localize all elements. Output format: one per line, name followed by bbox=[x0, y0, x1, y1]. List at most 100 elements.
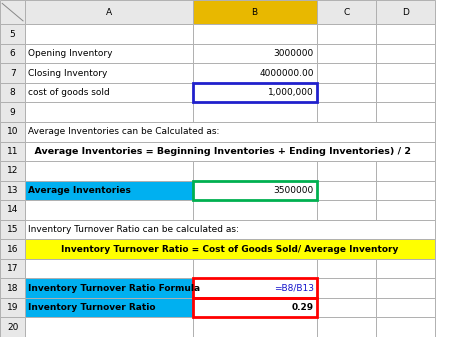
Bar bbox=[376, 278, 435, 298]
Bar bbox=[25, 181, 192, 200]
Text: Average Inventories can be Calculated as:: Average Inventories can be Calculated as… bbox=[28, 127, 219, 136]
Bar bbox=[376, 24, 435, 44]
Bar bbox=[317, 181, 376, 200]
Bar bbox=[25, 161, 192, 181]
Bar bbox=[317, 200, 376, 220]
Text: 5: 5 bbox=[10, 30, 16, 38]
Bar bbox=[192, 181, 317, 200]
Bar bbox=[192, 278, 317, 298]
Text: 6: 6 bbox=[10, 49, 16, 58]
Bar bbox=[376, 259, 435, 278]
Bar bbox=[0, 220, 25, 239]
Bar bbox=[0, 102, 25, 122]
Bar bbox=[192, 181, 317, 200]
Bar bbox=[317, 44, 376, 63]
Text: 16: 16 bbox=[7, 245, 18, 253]
Bar bbox=[25, 239, 435, 259]
Text: Inventory Turnover Ratio Formula: Inventory Turnover Ratio Formula bbox=[28, 284, 200, 293]
Text: D: D bbox=[402, 8, 409, 17]
Bar bbox=[376, 298, 435, 317]
Text: 10: 10 bbox=[7, 127, 18, 136]
Bar bbox=[192, 24, 317, 44]
Bar bbox=[25, 142, 435, 161]
Bar bbox=[0, 161, 25, 181]
Text: A: A bbox=[106, 8, 112, 17]
Bar bbox=[0, 63, 25, 83]
Text: 17: 17 bbox=[7, 264, 18, 273]
Text: 7: 7 bbox=[10, 69, 16, 78]
Bar bbox=[192, 161, 317, 181]
Bar bbox=[25, 63, 192, 83]
Text: 18: 18 bbox=[7, 284, 18, 293]
Bar bbox=[192, 102, 317, 122]
Bar bbox=[192, 259, 317, 278]
Bar bbox=[376, 44, 435, 63]
Bar bbox=[25, 220, 435, 239]
Text: 3000000: 3000000 bbox=[273, 49, 314, 58]
Text: 3500000: 3500000 bbox=[273, 186, 314, 195]
Text: 1,000,000: 1,000,000 bbox=[268, 88, 314, 97]
Bar bbox=[192, 298, 317, 317]
Bar bbox=[0, 317, 25, 337]
Bar bbox=[25, 0, 192, 24]
Text: Inventory Turnover Ratio = Cost of Goods Sold/ Average Inventory: Inventory Turnover Ratio = Cost of Goods… bbox=[61, 245, 399, 253]
Text: 20: 20 bbox=[7, 323, 18, 332]
Bar bbox=[0, 278, 25, 298]
Bar bbox=[192, 63, 317, 83]
Bar bbox=[0, 44, 25, 63]
Bar bbox=[192, 200, 317, 220]
Text: 9: 9 bbox=[10, 108, 16, 117]
Bar bbox=[317, 0, 376, 24]
Bar bbox=[376, 161, 435, 181]
Bar bbox=[317, 63, 376, 83]
Text: 12: 12 bbox=[7, 166, 18, 175]
Bar bbox=[376, 102, 435, 122]
Bar bbox=[376, 200, 435, 220]
Bar bbox=[25, 200, 192, 220]
Bar bbox=[317, 102, 376, 122]
Bar bbox=[317, 317, 376, 337]
Bar bbox=[0, 181, 25, 200]
Bar bbox=[0, 24, 25, 44]
Bar bbox=[376, 317, 435, 337]
Bar bbox=[317, 83, 376, 102]
Bar bbox=[0, 259, 25, 278]
Text: cost of goods sold: cost of goods sold bbox=[28, 88, 109, 97]
Bar bbox=[317, 278, 376, 298]
Bar bbox=[0, 200, 25, 220]
Bar bbox=[376, 181, 435, 200]
Bar bbox=[376, 63, 435, 83]
Bar bbox=[192, 278, 317, 298]
Bar bbox=[376, 0, 435, 24]
Text: 13: 13 bbox=[7, 186, 18, 195]
Bar bbox=[25, 259, 192, 278]
Text: Average Inventories = Beginning Inventories + Ending Inventories) / 2: Average Inventories = Beginning Inventor… bbox=[28, 147, 411, 156]
Bar bbox=[317, 161, 376, 181]
Text: 19: 19 bbox=[7, 303, 18, 312]
Bar bbox=[25, 102, 192, 122]
Bar bbox=[25, 83, 192, 102]
Text: 15: 15 bbox=[7, 225, 18, 234]
Bar bbox=[0, 0, 25, 24]
Bar bbox=[0, 298, 25, 317]
Bar bbox=[25, 317, 192, 337]
Bar bbox=[25, 44, 192, 63]
Text: Inventory Turnover Ratio can be calculated as:: Inventory Turnover Ratio can be calculat… bbox=[28, 225, 239, 234]
Bar bbox=[192, 83, 317, 102]
Bar bbox=[192, 44, 317, 63]
Text: Opening Inventory: Opening Inventory bbox=[28, 49, 112, 58]
Text: =B8/B13: =B8/B13 bbox=[274, 284, 314, 293]
Bar bbox=[0, 83, 25, 102]
Bar bbox=[317, 259, 376, 278]
Bar bbox=[192, 317, 317, 337]
Text: 11: 11 bbox=[7, 147, 18, 156]
Bar bbox=[25, 298, 192, 317]
Text: Average Inventories: Average Inventories bbox=[28, 186, 131, 195]
Text: C: C bbox=[343, 8, 349, 17]
Text: 8: 8 bbox=[10, 88, 16, 97]
Bar bbox=[25, 122, 435, 142]
Text: 4000000.00: 4000000.00 bbox=[259, 69, 314, 78]
Bar bbox=[192, 298, 317, 317]
Bar bbox=[0, 142, 25, 161]
Text: B: B bbox=[252, 8, 258, 17]
